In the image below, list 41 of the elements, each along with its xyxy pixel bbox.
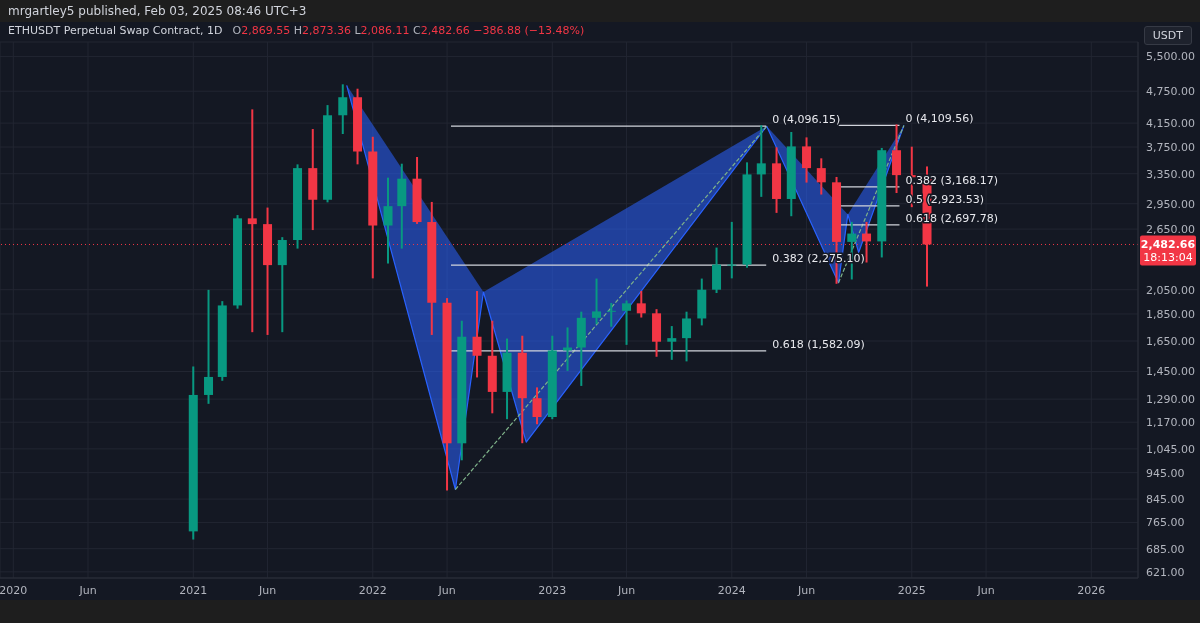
y-tick-label: 2,650.00 <box>1146 222 1195 236</box>
y-axis-title: USDT <box>1143 26 1192 45</box>
ref-line-label: 2,482.66 <box>1140 238 1196 252</box>
x-tick-label: Jun <box>437 583 456 597</box>
text: 18:13:04 <box>1143 251 1193 265</box>
y-tick-label: 2,050.00 <box>1146 283 1195 297</box>
x-tick-label: 2024 <box>717 583 746 597</box>
y-tick-label: 945.00 <box>1146 466 1185 480</box>
x-tick-label: Jun <box>78 583 97 597</box>
annotation: 0 (4,109.56) <box>905 112 974 126</box>
y-tick-label: 621.00 <box>1146 565 1185 579</box>
y-tick-label: 4,150.00 <box>1146 117 1195 131</box>
y-tick-label: 4,750.00 <box>1146 85 1195 99</box>
y-tick-label: 765.00 <box>1146 516 1185 530</box>
y-tick-label: 3,750.00 <box>1146 140 1195 154</box>
x-tick-label: Jun <box>796 583 816 597</box>
text: mrgartley5 published, Feb 03, 2025 08:46 UTC+3 <box>8 4 307 18</box>
y-tick-label: 1,045.00 <box>1146 442 1195 456</box>
y-tick-label: 685.00 <box>1146 542 1185 556</box>
y-tick-label: 1,850.00 <box>1146 307 1195 321</box>
annotation: 0 (4,096.15) <box>772 113 841 127</box>
y-tick-label: 5,500.00 <box>1146 50 1195 64</box>
chart-title: ETHUSDT Perpetual Swap Contract, 1D <box>8 24 223 37</box>
x-tick-label: 2023 <box>538 583 567 597</box>
y-tick-label: 1,450.00 <box>1146 365 1195 379</box>
x-tick-label: 2025 <box>897 583 926 597</box>
x-tick-label: 2020 <box>0 583 28 597</box>
x-tick-label: Jun <box>976 583 995 597</box>
x-tick-label: Jun <box>616 583 636 597</box>
x-tick-label: Jun <box>257 583 277 597</box>
y-tick-label: 2,950.00 <box>1146 197 1195 211</box>
y-tick-label: 1,650.00 <box>1146 334 1195 348</box>
y-tick-label: 845.00 <box>1146 492 1185 506</box>
x-tick-label: 2021 <box>179 583 208 597</box>
annotation: 0.618 (1,582.09) <box>772 337 865 351</box>
x-tick-label: 2026 <box>1077 583 1106 597</box>
text: O2,869.55 H2,873.36 L2,086.11 C2,482.66 −386.88 (−13.48%) <box>232 24 585 37</box>
y-tick-label: 3,350.00 <box>1146 167 1195 181</box>
x-tick-label: 2022 <box>358 583 387 597</box>
y-tick-label: 1,290.00 <box>1146 393 1195 407</box>
y-tick-label: 1,170.00 <box>1146 416 1195 430</box>
